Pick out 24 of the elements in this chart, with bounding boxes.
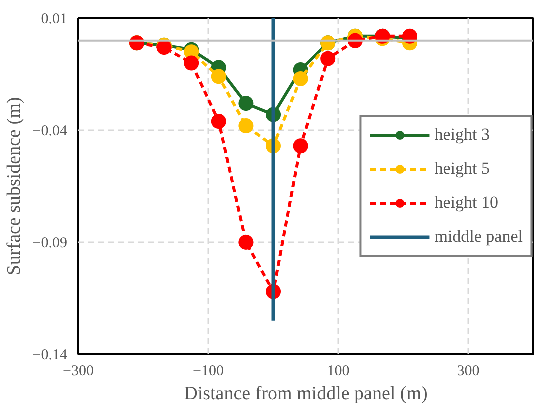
point <box>211 114 226 130</box>
x-tick-label: 300 <box>457 364 480 380</box>
point <box>211 69 226 84</box>
x-tick-label: −100 <box>193 364 224 380</box>
y-tick-label: 0.01 <box>41 12 68 28</box>
x-tick-label: 100 <box>327 364 350 380</box>
y-tick-label: −0.14 <box>32 348 68 364</box>
x-axis-title: Distance from middle panel (m) <box>184 384 428 404</box>
legend-label: middle panel <box>434 227 523 247</box>
point <box>293 138 308 154</box>
point <box>293 71 308 86</box>
point <box>238 96 254 112</box>
x-tick-label: −300 <box>63 364 94 380</box>
y-axis-title: Surface subsidence (m) <box>4 97 25 276</box>
point <box>184 56 200 71</box>
legend-label: height 5 <box>434 159 490 179</box>
y-tick-label: −0.04 <box>32 124 68 140</box>
legend-label: height 10 <box>434 193 498 213</box>
point <box>238 118 254 134</box>
legend-label: height 3 <box>434 125 490 145</box>
point <box>320 51 336 66</box>
y-tick-label: −0.09 <box>32 236 68 252</box>
point <box>238 235 254 250</box>
point <box>156 40 172 56</box>
